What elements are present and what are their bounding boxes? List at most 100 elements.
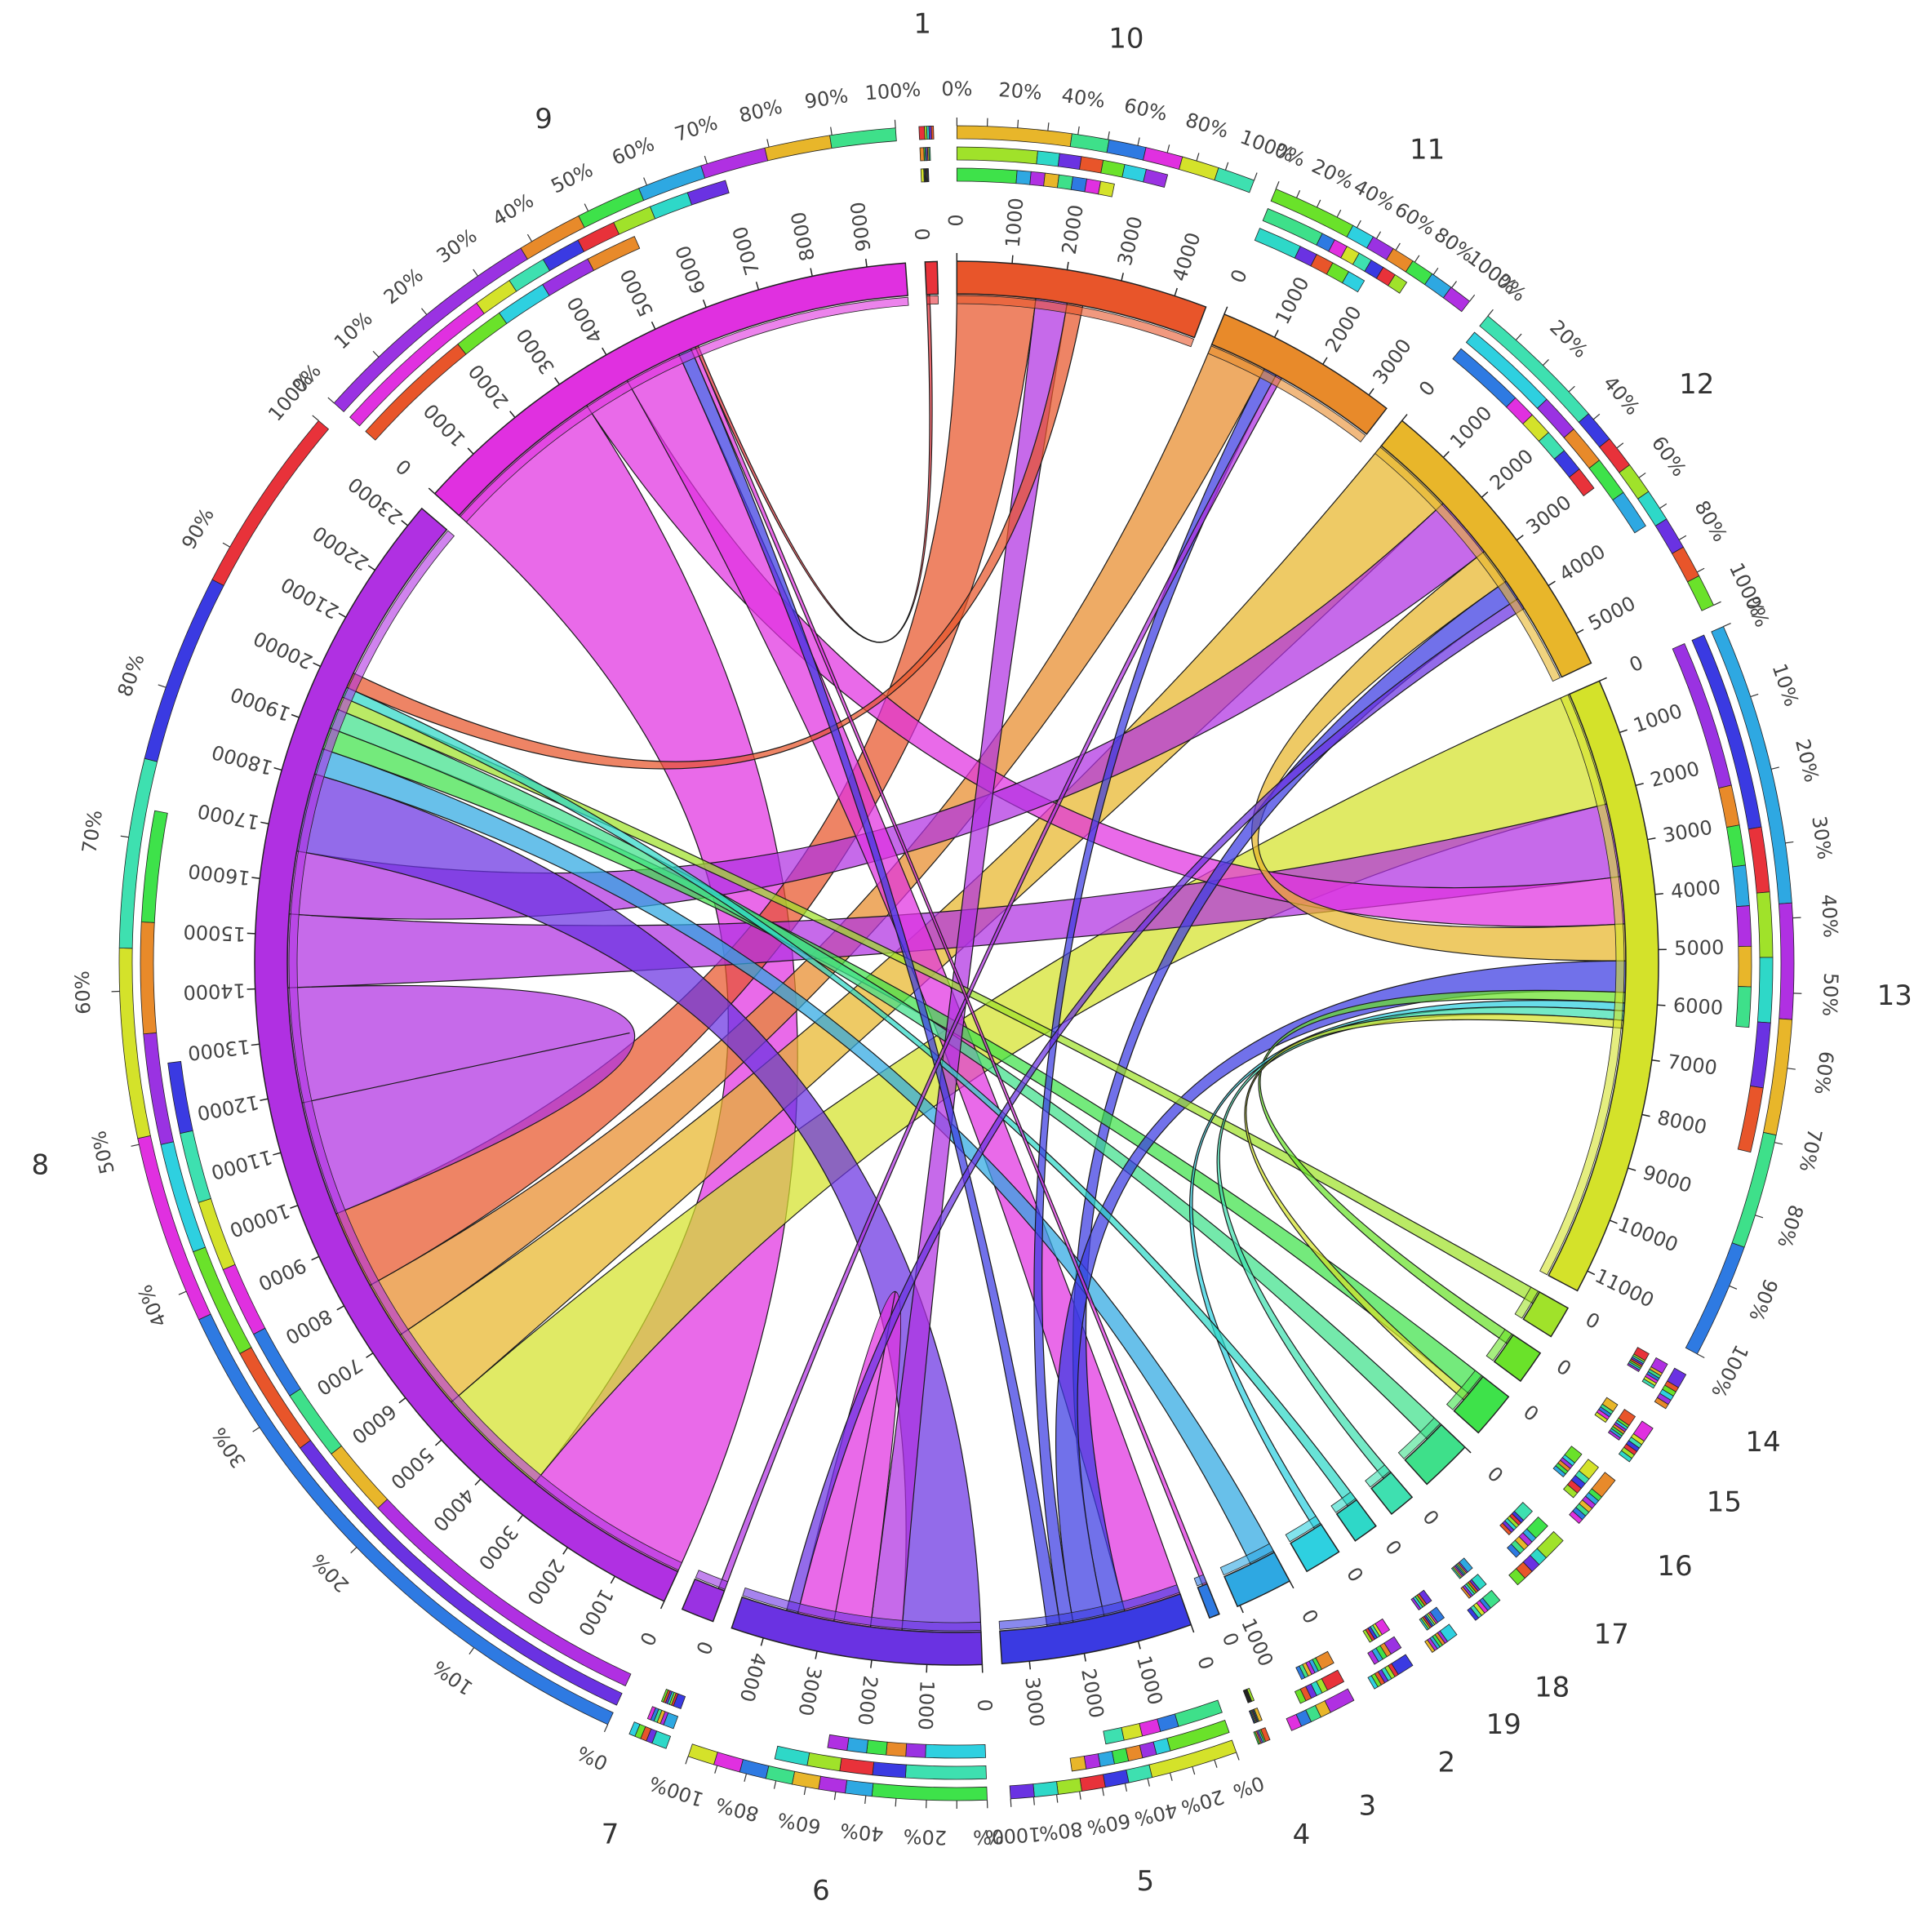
pct-tick-6-8 (744, 1773, 748, 1782)
segment-label-12: 12 (1679, 368, 1714, 401)
pct-label-9-10: 100% (864, 78, 921, 104)
tick-label-13-7000: 7000 (1666, 1050, 1718, 1080)
segment-arc-4 (1197, 1583, 1220, 1619)
pct-tick-12-5 (1616, 442, 1624, 449)
track-6-ring1-part5 (765, 1765, 796, 1785)
pct-tick-9-8 (766, 139, 770, 148)
segment-inner-strip-18 (1365, 1464, 1391, 1488)
tick-label-6-0: 0 (973, 1699, 997, 1712)
pct-label-6-0: 0% (973, 1825, 1005, 1849)
pct-tick-12-1 (1515, 333, 1522, 340)
pct-tick-9-1 (372, 350, 380, 358)
tick-8-23000 (401, 520, 409, 526)
tick-11-2000 (1322, 357, 1328, 365)
tick-label-10-2000: 2000 (1058, 203, 1088, 256)
tick-13-2000 (1635, 783, 1644, 787)
track-13-ring3-part3 (1725, 824, 1747, 868)
segment-inner-strip-7 (695, 1570, 729, 1590)
track-8-ring1-part5 (144, 579, 224, 762)
tick-label-8-4000: 4000 (429, 1484, 479, 1536)
tick-6-2000 (870, 1659, 873, 1668)
track-10-ring1-part2 (1069, 133, 1110, 153)
segment-arc-12 (1380, 420, 1592, 678)
segment-inner-strip-9 (460, 296, 909, 523)
pct-tick-10-3 (1047, 122, 1050, 131)
segment-label-2: 2 (1438, 1746, 1456, 1779)
tick-8-7000 (366, 1352, 374, 1358)
track-13-ring2-part6 (1737, 1085, 1764, 1153)
pct-tick-5-3 (1169, 1772, 1173, 1781)
segment-arc-1 (924, 260, 939, 295)
pct-tick-6-3 (895, 1798, 897, 1807)
tick-label-6-1000: 1000 (913, 1680, 939, 1730)
pct-tick-12-8 (1678, 535, 1687, 540)
tick-label-8-17000: 17000 (196, 799, 261, 834)
tick-label-13-10000: 10000 (1614, 1212, 1681, 1256)
pct-tick-8-0 (603, 1724, 609, 1733)
track-17-ring3-part7 (1499, 1522, 1512, 1535)
tick-label-8-21000: 21000 (278, 572, 343, 623)
pct-tick-11-0 (1275, 181, 1280, 189)
segment-label-5: 5 (1137, 1865, 1155, 1898)
segment-label-8: 8 (31, 1148, 49, 1181)
track-9-ring2-part8 (686, 180, 730, 206)
pct-label-9-4: 40% (489, 189, 538, 230)
pct-tick-5-6 (1102, 1788, 1104, 1797)
pct-tick-11-2 (1316, 199, 1321, 208)
track-5-ring3-part5 (1103, 1727, 1125, 1745)
tick-6-3000 (815, 1650, 818, 1659)
tick-8-19000 (291, 713, 300, 718)
pct-tick-12-7 (1659, 503, 1668, 509)
tick-label-8-8000: 8000 (282, 1304, 336, 1348)
segment-label-9: 9 (535, 103, 553, 135)
pct-label-8-3: 30% (207, 1423, 251, 1472)
tick-3-0 (1289, 1580, 1295, 1589)
segment-inner-strip-14 (1514, 1286, 1539, 1319)
track-10-ring1-part6 (1214, 167, 1255, 193)
track-13-ring3-part4 (1732, 864, 1750, 908)
track-12-ring1-part7 (1671, 546, 1700, 583)
tick-8-22000 (367, 565, 375, 571)
segment-label-14: 14 (1745, 1426, 1780, 1459)
track-10-ring2-part1 (956, 146, 1038, 165)
tick-label-8-20000: 20000 (250, 626, 316, 673)
tick-8-11000 (273, 1152, 282, 1156)
pct-label-10-2: 20% (997, 78, 1042, 104)
pct-tick-8-9 (222, 542, 230, 548)
track-5-ring2-part7 (1083, 1753, 1101, 1770)
segment-arc-14 (1522, 1290, 1570, 1338)
tick-10-4000 (1174, 287, 1178, 296)
pct-tick-6-5 (833, 1792, 837, 1801)
tick-label-9-1000: 1000 (420, 399, 470, 451)
tick-label-5-1000: 1000 (1132, 1654, 1167, 1708)
track-10-ring1-part3 (1106, 139, 1147, 161)
pct-tick-9-9 (830, 127, 833, 135)
pct-label-5-4: 40% (1132, 1798, 1179, 1830)
tick-label-13-4000: 4000 (1670, 876, 1722, 904)
segment-label-10: 10 (1108, 22, 1144, 55)
track-10-ring3-part8 (1098, 180, 1115, 198)
pct-tick-10-6 (1137, 137, 1140, 146)
tick-8-18000 (273, 766, 282, 771)
tick-8-1000 (610, 1575, 615, 1584)
segment-arc-16 (1453, 1375, 1510, 1434)
track-5-ring2-part8 (1069, 1756, 1087, 1772)
track-10-ring3-part1 (956, 167, 1018, 184)
track-10-ring3-part5 (1057, 174, 1074, 190)
pct-tick-8-8 (158, 684, 167, 688)
tick-label-9-4000: 4000 (563, 293, 608, 348)
track-8-ring3-part8 (167, 1060, 193, 1135)
track-6-ring2-part5 (774, 1745, 810, 1766)
track-6-ring1-part4 (791, 1770, 821, 1790)
segment-arc-17 (1404, 1423, 1466, 1486)
tick-13-3000 (1647, 837, 1656, 841)
pct-label-8-6: 60% (71, 970, 95, 1015)
pct-tick-10-5 (1107, 131, 1110, 140)
tick-9-2000 (509, 411, 516, 418)
track-13-ring3-part6 (1738, 945, 1752, 988)
pct-label-5-6: 60% (1086, 1809, 1132, 1839)
tick-12-5000 (1575, 628, 1584, 634)
track-6-ring3-part1 (925, 1743, 986, 1759)
segment-label-19: 19 (1486, 1708, 1521, 1741)
tick-3-1000 (1239, 1605, 1244, 1614)
